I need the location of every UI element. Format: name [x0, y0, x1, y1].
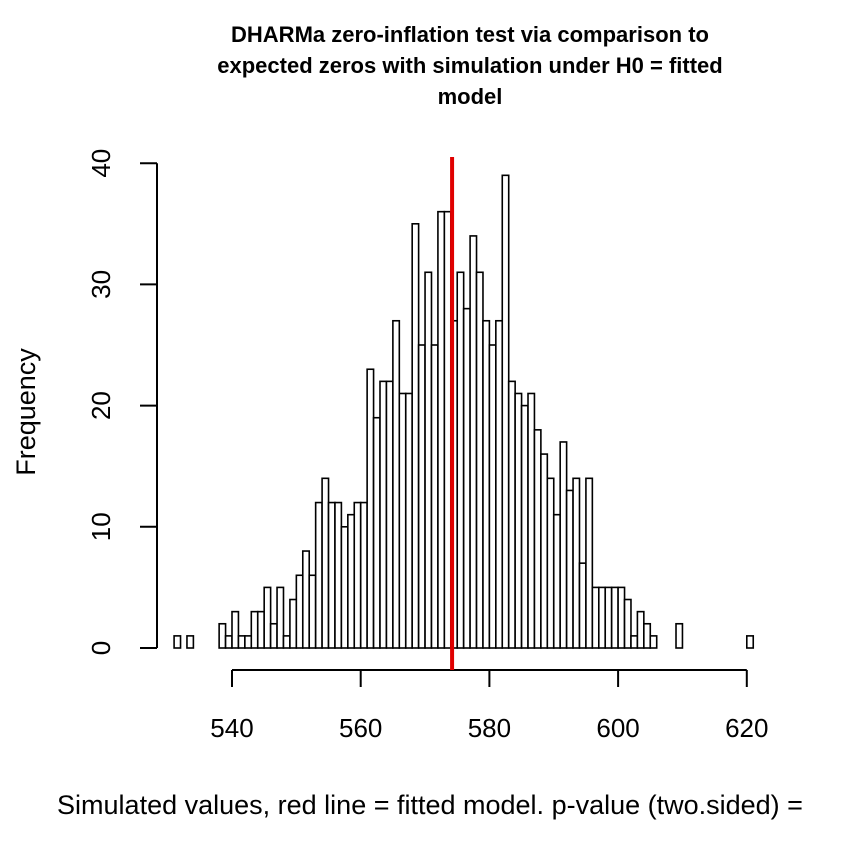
histogram-bar: [269, 622, 278, 649]
histogram-bar: [559, 441, 568, 649]
histogram-bar: [469, 235, 478, 649]
histogram-bar: [340, 525, 349, 649]
histogram-bar: [437, 210, 446, 649]
histogram-bar: [224, 635, 233, 649]
y-tick-label: 20: [86, 391, 116, 420]
histogram-bar: [475, 271, 484, 649]
histogram-bar: [417, 344, 426, 649]
histogram-bar: [430, 344, 439, 649]
histogram-bar: [282, 635, 291, 649]
chart-title-line-1: DHARMa zero-inflation test via compariso…: [231, 22, 709, 47]
x-tick-label: 600: [596, 713, 639, 743]
histogram-bar: [359, 501, 368, 649]
y-axis: 0 10 20 30 40: [86, 149, 158, 655]
histogram-bar: [289, 598, 298, 649]
histogram-bar: [347, 513, 356, 649]
histogram-bar: [507, 380, 516, 649]
histogram-bar: [301, 550, 311, 649]
histogram-bar: [321, 477, 330, 649]
histogram-bar: [385, 380, 394, 649]
histogram-bar: [237, 635, 246, 649]
y-tick-label: 10: [86, 512, 116, 541]
histogram-bar: [372, 416, 381, 649]
histogram-bar: [540, 453, 549, 649]
histogram-bar: [591, 586, 600, 649]
histogram-bar: [263, 586, 272, 649]
histogram-bar: [231, 610, 240, 649]
chart-title: DHARMa zero-inflation test via compariso…: [217, 22, 722, 109]
histogram-bar: [636, 610, 645, 649]
histogram-bar: [392, 319, 401, 649]
histogram-bar: [173, 635, 182, 649]
histogram-bar: [353, 501, 362, 649]
histogram-bar: [256, 610, 265, 649]
histogram-bar: [585, 477, 594, 649]
x-tick-label: 580: [468, 713, 511, 743]
histogram-bar: [572, 477, 581, 649]
histogram-bars: [173, 174, 755, 649]
x-axis-title: Simulated values, red line = fitted mode…: [57, 790, 803, 820]
histogram-bar: [565, 489, 574, 649]
y-tick-label: 30: [86, 270, 116, 299]
histogram-bar: [617, 586, 626, 649]
histogram-bar: [186, 635, 195, 649]
histogram-bar: [649, 635, 658, 649]
y-axis-title: Frequency: [11, 348, 41, 476]
histogram-bar: [308, 574, 317, 649]
histogram-bar: [514, 392, 523, 649]
histogram-bar: [604, 586, 613, 649]
histogram-bar: [244, 635, 253, 649]
histogram-bar: [527, 392, 536, 649]
histogram-bar: [443, 210, 452, 649]
histogram-bar: [623, 598, 632, 649]
histogram-bar: [295, 574, 304, 649]
histogram-bar: [456, 271, 465, 649]
histogram-bar: [495, 319, 504, 649]
y-tick-label: 0: [86, 641, 116, 655]
x-tick-label: 540: [210, 713, 253, 743]
histogram-bar: [501, 174, 510, 649]
histogram-bar: [462, 307, 471, 649]
x-axis: 540 560 580 600 620: [210, 669, 768, 743]
histogram-bar: [630, 635, 639, 649]
x-tick-label: 560: [339, 713, 382, 743]
x-tick-label: 620: [725, 713, 768, 743]
histogram-bar: [276, 586, 285, 649]
chart-title-line-2: expected zeros with simulation under H0 …: [217, 53, 722, 78]
histogram-bar: [643, 622, 652, 649]
histogram-bar: [546, 477, 555, 649]
histogram-bar: [533, 429, 542, 649]
histogram-bar: [520, 404, 529, 649]
histogram-bar: [327, 501, 336, 649]
histogram-bar: [334, 501, 343, 649]
histogram-bar: [314, 501, 323, 649]
y-tick-label: 40: [86, 149, 116, 178]
histogram-bar: [482, 319, 491, 649]
histogram-bar: [411, 223, 420, 649]
histogram-bar: [578, 562, 587, 649]
histogram-bar: [379, 380, 388, 649]
histogram-bar: [398, 392, 407, 649]
histogram-bar: [597, 586, 607, 649]
chart-title-line-3: model: [438, 84, 503, 109]
histogram-bar: [404, 392, 413, 649]
histogram-bar: [366, 368, 375, 649]
histogram-bar: [675, 622, 684, 649]
histogram-bar: [610, 586, 619, 649]
histogram-bar: [745, 635, 755, 649]
histogram-bar: [488, 344, 497, 649]
histogram-bar: [552, 513, 561, 649]
histogram-bar: [218, 622, 227, 649]
histogram-bar: [250, 610, 259, 649]
histogram-bar: [424, 271, 433, 649]
